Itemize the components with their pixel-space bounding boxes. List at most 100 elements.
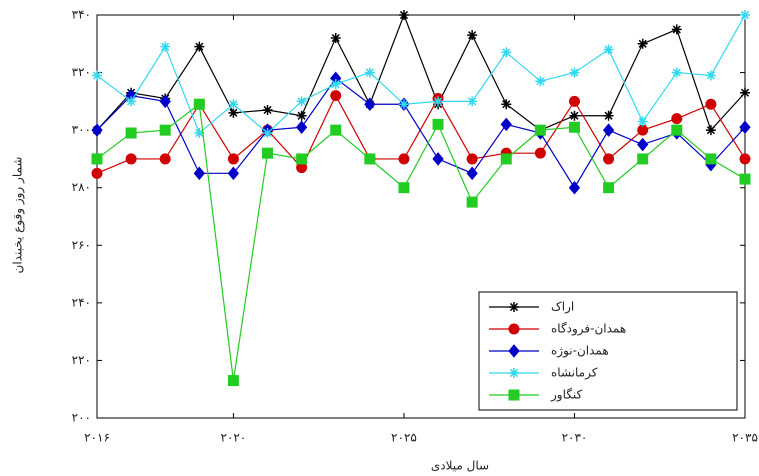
marker xyxy=(535,76,546,87)
marker xyxy=(227,375,239,387)
marker xyxy=(159,124,171,136)
series-line xyxy=(96,13,746,132)
marker xyxy=(227,166,240,181)
legend-marker xyxy=(508,389,520,401)
x-tick-label: ۲۰۳۰ xyxy=(562,431,588,445)
marker xyxy=(91,153,103,165)
marker xyxy=(398,153,410,165)
marker xyxy=(227,153,239,165)
marker xyxy=(568,121,580,133)
marker xyxy=(194,128,205,139)
marker xyxy=(467,96,478,107)
x-tick-label: ۲۰۲۵ xyxy=(391,431,417,445)
marker xyxy=(705,98,717,110)
x-tick-label: ۲۰۳۵ xyxy=(732,431,758,445)
marker xyxy=(125,153,137,165)
legend-label: همدان-نوژه xyxy=(551,344,609,359)
marker xyxy=(159,153,171,165)
marker xyxy=(432,152,444,166)
y-tick-label: ۲۸۰ xyxy=(72,180,91,194)
marker xyxy=(330,79,341,90)
marker xyxy=(603,110,614,121)
legend-label: اراک xyxy=(551,300,574,315)
marker xyxy=(295,120,308,135)
marker xyxy=(739,120,751,135)
marker xyxy=(296,110,307,121)
legend-label: کرمانشاه xyxy=(551,366,598,381)
marker xyxy=(569,110,580,121)
marker xyxy=(160,41,171,52)
x-axis-label: سال میلادی xyxy=(431,459,489,473)
marker xyxy=(398,182,410,194)
marker xyxy=(91,167,103,179)
y-axis-label: شمار روز وقوع یخبندان xyxy=(11,157,26,274)
marker xyxy=(603,44,614,55)
marker xyxy=(159,94,171,109)
marker xyxy=(501,47,512,58)
marker xyxy=(602,123,615,137)
marker xyxy=(433,96,444,107)
marker xyxy=(364,153,376,165)
marker xyxy=(500,153,512,165)
marker xyxy=(671,124,683,136)
legend-marker xyxy=(508,344,520,358)
marker xyxy=(534,124,546,136)
marker xyxy=(705,125,716,136)
marker xyxy=(671,67,682,78)
y-tick-label: ۳۴۰ xyxy=(72,8,91,22)
marker xyxy=(330,33,341,44)
y-tick-label: ۲۲۰ xyxy=(72,353,91,367)
marker xyxy=(466,166,478,181)
marker xyxy=(194,41,205,52)
marker xyxy=(534,147,546,159)
marker xyxy=(705,70,716,81)
plot-frame xyxy=(96,14,746,419)
y-tick-label: ۲۶۰ xyxy=(72,238,91,252)
legend-marker xyxy=(508,323,520,335)
marker xyxy=(125,127,137,139)
legend-marker xyxy=(509,302,519,312)
y-tick-label: ۳۰۰ xyxy=(72,123,91,137)
marker xyxy=(637,153,649,165)
marker xyxy=(91,123,103,137)
marker xyxy=(739,173,751,185)
x-tick-label: ۲۰۱۶ xyxy=(84,431,110,445)
marker xyxy=(296,153,308,165)
y-tick-label: ۳۲۰ xyxy=(72,65,91,79)
marker xyxy=(568,180,581,195)
marker xyxy=(262,104,273,115)
legend-label: همدان-فرودگاه xyxy=(551,322,626,337)
marker xyxy=(705,153,717,165)
marker xyxy=(330,124,342,136)
marker xyxy=(296,96,307,107)
marker xyxy=(432,118,444,130)
y-tick-label: ۲۰۰ xyxy=(72,411,91,425)
marker xyxy=(193,166,205,181)
marker xyxy=(262,147,274,159)
series-line xyxy=(96,14,746,135)
marker xyxy=(603,182,615,194)
marker xyxy=(364,67,375,78)
marker xyxy=(568,95,580,107)
marker xyxy=(364,97,376,112)
marker xyxy=(740,10,750,20)
marker xyxy=(466,153,478,165)
marker xyxy=(466,196,478,208)
marker xyxy=(398,99,409,110)
marker xyxy=(398,10,409,20)
marker xyxy=(740,87,750,98)
y-tick-label: ۲۴۰ xyxy=(72,295,91,309)
marker xyxy=(637,116,648,127)
marker xyxy=(637,38,648,49)
marker xyxy=(637,137,649,152)
marker xyxy=(330,90,342,102)
marker xyxy=(671,113,683,125)
series-line xyxy=(96,94,746,174)
series-line xyxy=(96,77,746,189)
marker xyxy=(603,153,615,165)
legend-marker xyxy=(509,368,519,378)
x-tick-label: ۲۰۲۰ xyxy=(221,431,247,445)
marker xyxy=(467,30,478,41)
legend-label: کنگاور xyxy=(550,388,582,403)
